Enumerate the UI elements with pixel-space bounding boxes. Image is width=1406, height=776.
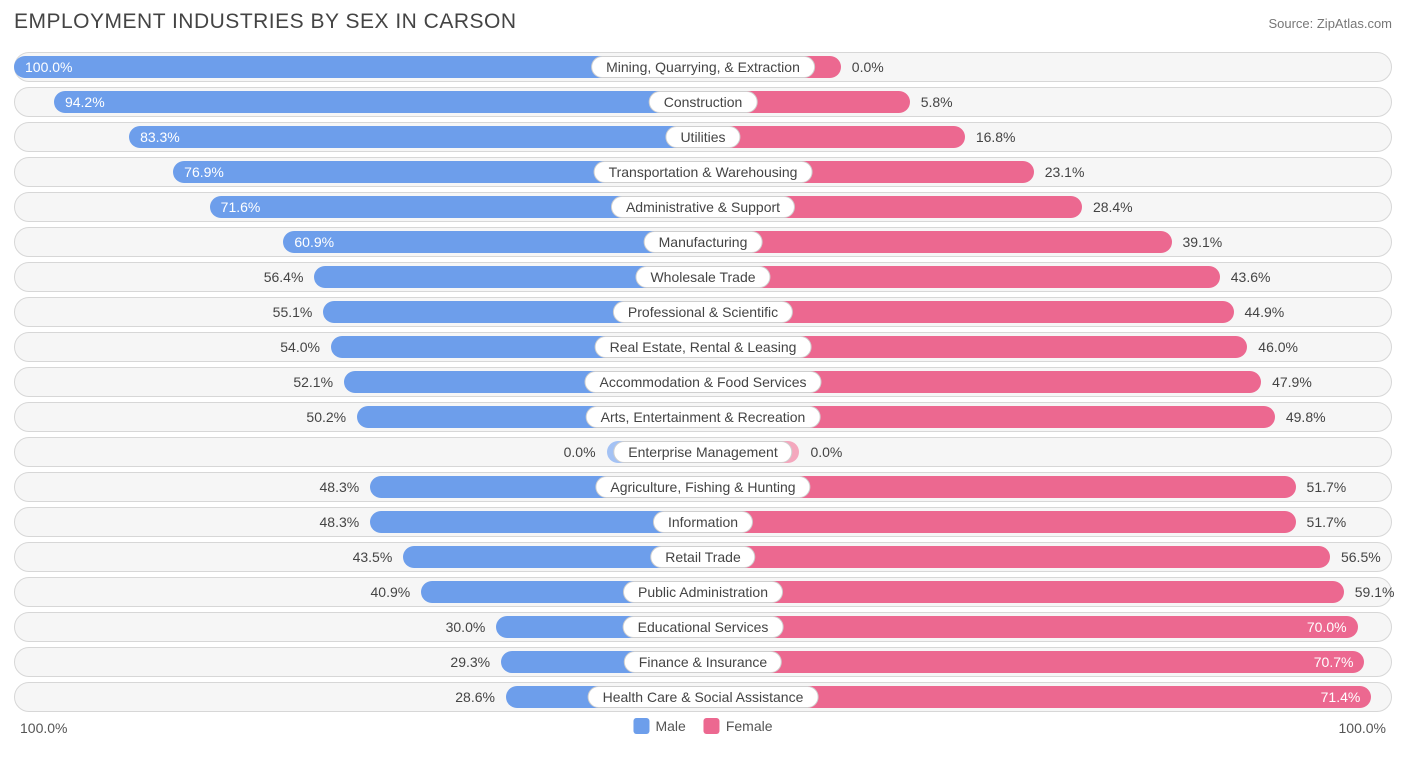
legend-item: Female [704, 718, 773, 734]
male-pct-label: 48.3% [320, 479, 360, 495]
male-pct-label: 71.6% [221, 199, 261, 215]
category-label: Professional & Scientific [613, 301, 793, 323]
chart-row: 55.1% 44.9% Professional & Scientific [14, 297, 1392, 327]
diverging-bar-chart: 100.0% 0.0% Mining, Quarrying, & Extractio… [14, 52, 1392, 712]
category-label: Accommodation & Food Services [585, 371, 822, 393]
category-label: Finance & Insurance [624, 651, 782, 673]
chart-row: 29.3% 70.7% Finance & Insurance [14, 647, 1392, 677]
axis-left-label: 100.0% [20, 720, 67, 736]
male-pct-label: 48.3% [320, 514, 360, 530]
female-pct-label: 59.1% [1355, 584, 1395, 600]
chart-title: EMPLOYMENT INDUSTRIES BY SEX IN CARSON [14, 10, 517, 34]
category-label: Transportation & Warehousing [594, 161, 813, 183]
category-label: Information [653, 511, 753, 533]
male-pct-label: 28.6% [455, 689, 495, 705]
chart-row: 52.1% 47.9% Accommodation & Food Services [14, 367, 1392, 397]
chart-row: 100.0% 0.0% Mining, Quarrying, & Extractio… [14, 52, 1392, 82]
female-pct-label: 16.8% [976, 129, 1016, 145]
legend-swatch [633, 718, 649, 734]
category-label: Wholesale Trade [635, 266, 770, 288]
chart-row: 40.9% 59.1% Public Administration [14, 577, 1392, 607]
male-bar [54, 91, 703, 113]
category-label: Construction [649, 91, 758, 113]
female-bar [703, 126, 965, 148]
female-pct-label: 46.0% [1258, 339, 1298, 355]
female-pct-label: 51.7% [1307, 514, 1347, 530]
chart-row: 50.2% 49.8% Arts, Entertainment & Recreati… [14, 402, 1392, 432]
chart-row: 43.5% 56.5% Retail Trade [14, 542, 1392, 572]
male-pct-label: 40.9% [371, 584, 411, 600]
male-pct-label: 56.4% [264, 269, 304, 285]
female-bar [703, 511, 1296, 533]
female-pct-label: 49.8% [1286, 409, 1326, 425]
legend: Male Female [633, 718, 772, 734]
category-label: Retail Trade [650, 546, 755, 568]
female-pct-label: 70.7% [1314, 654, 1354, 670]
male-pct-label: 0.0% [564, 444, 596, 460]
female-pct-label: 39.1% [1183, 234, 1223, 250]
category-label: Agriculture, Fishing & Hunting [595, 476, 810, 498]
legend-label: Male [655, 718, 685, 734]
male-bar [129, 126, 703, 148]
male-pct-label: 50.2% [306, 409, 346, 425]
female-pct-label: 44.9% [1245, 304, 1285, 320]
legend-label: Female [726, 718, 773, 734]
male-pct-label: 55.1% [273, 304, 313, 320]
male-pct-label: 94.2% [65, 94, 105, 110]
chart-row: 48.3% 51.7% Agriculture, Fishing & Hunting [14, 472, 1392, 502]
legend-item: Male [633, 718, 685, 734]
female-bar [703, 231, 1172, 253]
female-pct-label: 43.6% [1231, 269, 1271, 285]
male-pct-label: 43.5% [353, 549, 393, 565]
chart-row: 76.9% 23.1% Transportation & Warehousing [14, 157, 1392, 187]
female-bar [703, 266, 1220, 288]
category-label: Manufacturing [644, 231, 763, 253]
male-pct-label: 60.9% [294, 234, 334, 250]
legend-swatch [704, 718, 720, 734]
female-bar [703, 546, 1330, 568]
source-label: Source: ZipAtlas.com [1268, 16, 1392, 31]
chart-row: 71.6% 28.4% Administrative & Support [14, 192, 1392, 222]
female-pct-label: 71.4% [1321, 689, 1361, 705]
female-pct-label: 0.0% [810, 444, 842, 460]
female-pct-label: 5.8% [921, 94, 953, 110]
female-pct-label: 23.1% [1045, 164, 1085, 180]
female-bar [703, 651, 1364, 673]
chart-row: 56.4% 43.6% Wholesale Trade [14, 262, 1392, 292]
female-pct-label: 51.7% [1307, 479, 1347, 495]
chart-row: 0.0% 0.0% Enterprise Management [14, 437, 1392, 467]
female-pct-label: 28.4% [1093, 199, 1133, 215]
chart-row: 60.9% 39.1% Manufacturing [14, 227, 1392, 257]
chart-row: 30.0% 70.0% Educational Services [14, 612, 1392, 642]
female-pct-label: 47.9% [1272, 374, 1312, 390]
male-pct-label: 54.0% [280, 339, 320, 355]
category-label: Health Care & Social Assistance [588, 686, 819, 708]
male-pct-label: 52.1% [293, 374, 333, 390]
category-label: Educational Services [623, 616, 784, 638]
female-pct-label: 70.0% [1307, 619, 1347, 635]
male-bar [283, 231, 703, 253]
category-label: Administrative & Support [611, 196, 795, 218]
category-label: Public Administration [623, 581, 783, 603]
chart-row: 54.0% 46.0% Real Estate, Rental & Leasing [14, 332, 1392, 362]
chart-row: 94.2% 5.8% Construction [14, 87, 1392, 117]
axis-right-label: 100.0% [1339, 720, 1386, 736]
male-pct-label: 100.0% [25, 59, 72, 75]
male-pct-label: 76.9% [184, 164, 224, 180]
category-label: Arts, Entertainment & Recreation [586, 406, 821, 428]
female-bar [703, 581, 1344, 603]
chart-row: 28.6% 71.4% Health Care & Social Assistanc… [14, 682, 1392, 712]
female-bar [703, 616, 1358, 638]
category-label: Utilities [665, 126, 740, 148]
female-pct-label: 56.5% [1341, 549, 1381, 565]
category-label: Real Estate, Rental & Leasing [595, 336, 812, 358]
chart-row: 83.3% 16.8% Utilities [14, 122, 1392, 152]
female-pct-label: 0.0% [852, 59, 884, 75]
category-label: Enterprise Management [613, 441, 792, 463]
chart-row: 48.3% 51.7% Information [14, 507, 1392, 537]
male-pct-label: 29.3% [450, 654, 490, 670]
category-label: Mining, Quarrying, & Extraction [591, 56, 815, 78]
male-pct-label: 83.3% [140, 129, 180, 145]
male-pct-label: 30.0% [446, 619, 486, 635]
